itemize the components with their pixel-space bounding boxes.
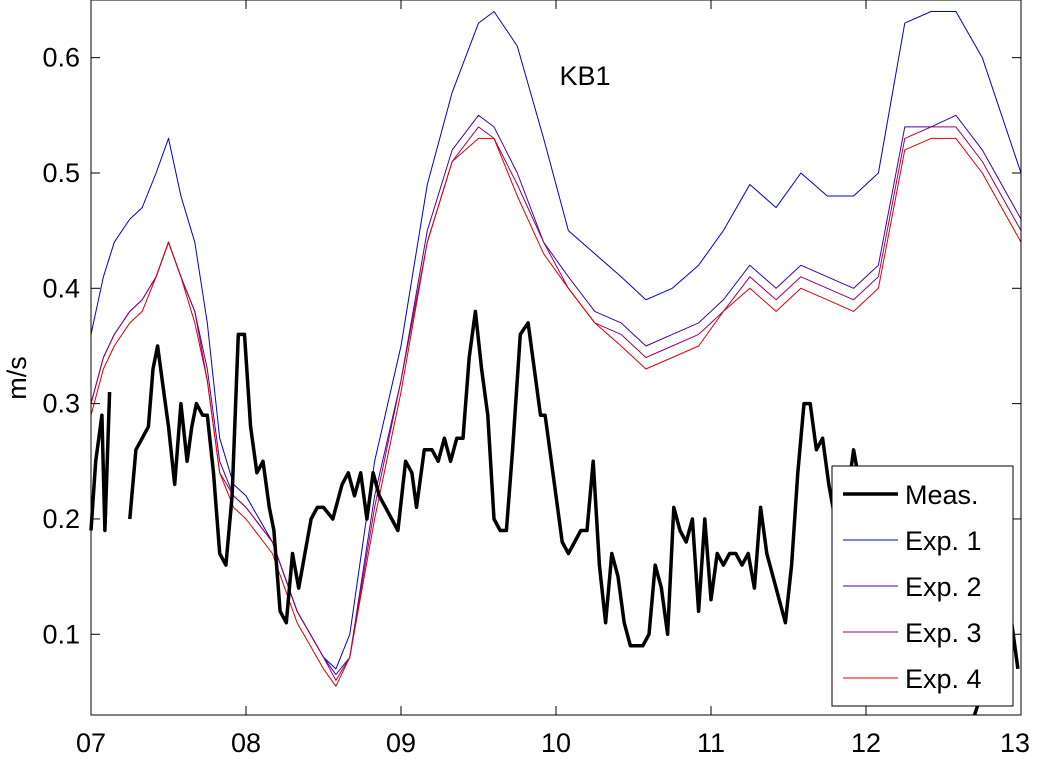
series-line-exp-3: [90, 126, 1022, 681]
x-tick-label: 11: [697, 728, 725, 758]
x-tick-label: 12: [851, 728, 881, 758]
y-tick-label: 0.2: [42, 504, 80, 534]
legend: Meas. Exp. 1 Exp. 2 Exp. 3 Exp. 4: [831, 465, 1014, 707]
y-tick-label: 0.5: [42, 158, 80, 188]
x-tick-label: 10: [541, 728, 571, 758]
legend-label: Exp. 3: [905, 618, 982, 648]
chart-title: KB1: [559, 61, 610, 91]
y-tick-label: 0.6: [42, 43, 80, 73]
legend-label: Meas.: [905, 480, 979, 510]
series-line-exp-4: [90, 137, 1022, 687]
y-tick-label: 0.1: [42, 619, 80, 649]
y-axis-label: m/s: [2, 356, 32, 400]
legend-label: Exp. 1: [905, 526, 982, 556]
y-tick-label: 0.3: [42, 389, 80, 419]
legend-label: Exp. 2: [905, 572, 982, 602]
axis-layer: 07 08 09 10 11 12 13 0.1 0.2 0.3 0.4 0.5 0.6: [42, 0, 1030, 758]
legend-label: Exp. 4: [905, 664, 982, 694]
x-tick-label: 07: [76, 728, 106, 758]
series-line-exp-1: [90, 11, 1022, 670]
x-tick-label: 13: [1000, 728, 1030, 758]
y-tick-label: 0.4: [42, 273, 80, 303]
x-tick-label: 09: [386, 728, 416, 758]
x-tick-label: 08: [231, 728, 261, 758]
